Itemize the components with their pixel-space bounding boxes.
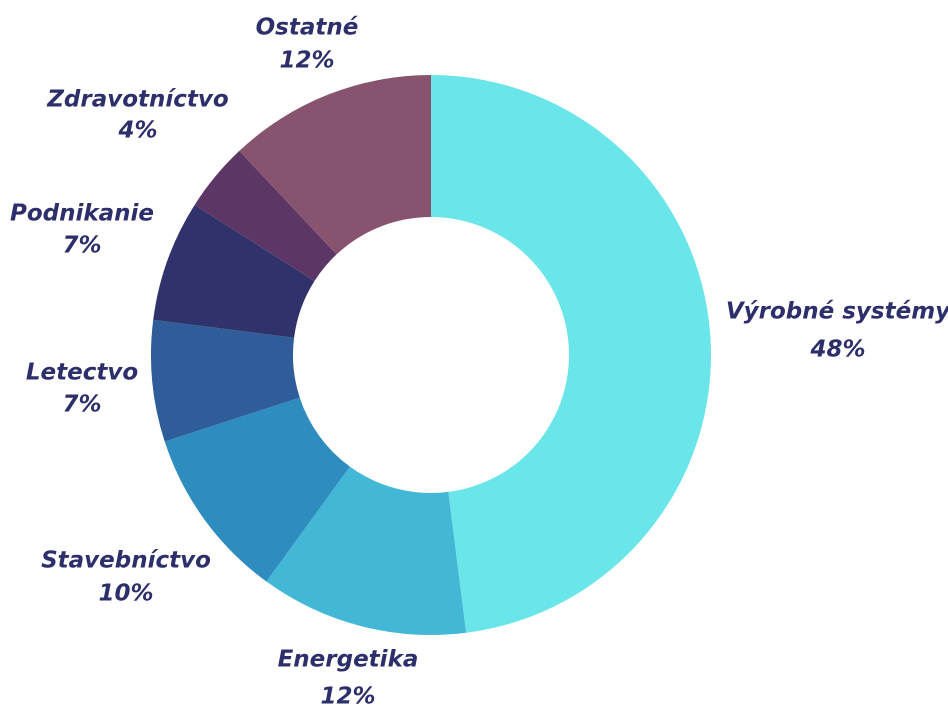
donut-slice [239,74,431,255]
slice-label: Letectvo [26,360,138,386]
slice-label: Stavebníctvo [41,548,211,574]
donut-slice [153,204,315,338]
slice-label: Výrobné systémy [726,299,948,325]
slice-label: Energetika [278,647,419,673]
slice-value-label: 4% [117,118,157,144]
slice-value-label: 12% [279,48,334,74]
donut-slice [266,466,467,635]
slice-value-label: 48% [809,337,865,363]
donut-slice [151,319,300,442]
slice-value-label: 10% [98,581,153,607]
slice-value-label: 12% [320,684,375,709]
slice-value-label: 7% [62,392,101,418]
slice-value-label: 7% [62,233,101,259]
donut-slice [431,75,712,633]
slice-label: Zdravotníctvo [46,87,228,113]
slice-label: Ostatné [256,15,359,41]
slice-label: Podnikanie [10,201,154,227]
donut-slice [164,397,350,582]
donut-slice [194,150,337,282]
